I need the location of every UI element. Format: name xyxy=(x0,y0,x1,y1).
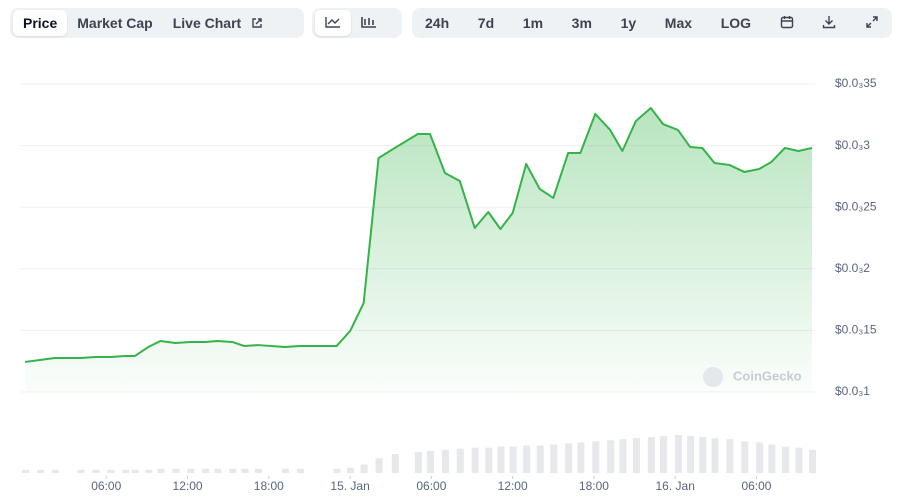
y-tick-label: $0.0₃25 xyxy=(835,199,877,213)
volume-bar xyxy=(229,468,237,473)
volume-bar xyxy=(22,469,29,473)
tab[interactable]: Market Cap xyxy=(77,15,153,31)
volume-bar xyxy=(741,441,749,473)
range-button[interactable]: Max xyxy=(664,15,693,31)
volume-bar xyxy=(157,468,165,473)
x-tick-label: 15. Jan xyxy=(330,479,369,493)
volume-bar xyxy=(497,446,505,473)
log-button[interactable]: LOG xyxy=(720,15,752,31)
volume-bar xyxy=(795,447,803,473)
tab-group: Price Market Cap Live Chart xyxy=(10,8,304,38)
volume-bar xyxy=(592,441,600,473)
y-tick-label: $0.0₃35 xyxy=(835,76,877,90)
candle-chart-button[interactable] xyxy=(351,10,387,36)
external-icon xyxy=(252,18,262,28)
volume-bar xyxy=(51,469,59,473)
download-button[interactable] xyxy=(812,10,846,37)
volume-bar xyxy=(607,440,615,473)
volume-bar xyxy=(441,449,449,473)
volume-bar xyxy=(674,435,682,473)
x-tick-label: 06:00 xyxy=(91,479,121,493)
watermark: CoinGecko xyxy=(703,367,802,387)
range-button[interactable]: 1y xyxy=(620,15,637,31)
volume-bar xyxy=(77,469,85,473)
volume-bar xyxy=(187,468,195,473)
x-tick-label: 18:00 xyxy=(579,479,609,493)
volume-bar xyxy=(756,442,764,473)
x-tick-label: 06:00 xyxy=(741,479,771,493)
line-chart-button[interactable] xyxy=(315,10,351,36)
area xyxy=(25,108,812,393)
volume-bar xyxy=(781,446,789,473)
tab[interactable]: Price xyxy=(13,10,68,36)
volume-bar xyxy=(414,451,422,473)
volume-bar xyxy=(711,438,719,473)
range-button[interactable]: 7d xyxy=(477,15,495,31)
volume-bar xyxy=(577,442,585,473)
volume-bar xyxy=(565,443,573,473)
calendar-button[interactable] xyxy=(770,10,804,37)
volume-bar xyxy=(107,469,115,473)
volume-bar xyxy=(347,467,355,473)
watermark-text: CoinGecko xyxy=(733,368,802,383)
tab[interactable]: Live Chart xyxy=(172,15,242,31)
volume-bar xyxy=(647,437,655,473)
y-tick-label: $0.0₃15 xyxy=(835,323,877,337)
range-group: 24h 7d 1m 3m 1y Max LOG xyxy=(412,8,892,38)
range-button[interactable]: 3m xyxy=(571,15,592,31)
volume-bar xyxy=(485,447,493,473)
volume-bar xyxy=(360,464,368,473)
volume-bar xyxy=(391,454,399,473)
range-button[interactable]: 1m xyxy=(522,15,544,31)
volume-bar xyxy=(202,468,210,473)
volume-bar xyxy=(726,439,734,473)
volume-bar xyxy=(375,458,383,473)
volume-bar xyxy=(768,444,776,473)
volume-bar xyxy=(687,436,695,473)
x-tick-label: 16. Jan xyxy=(656,479,695,493)
volume-bar xyxy=(296,468,304,473)
volume-bar xyxy=(509,446,517,473)
volume-bar xyxy=(427,450,435,473)
y-tick-label: $0.0₃2 xyxy=(835,261,870,275)
y-tick-label: $0.0₃3 xyxy=(835,138,870,152)
volume-bar xyxy=(619,439,627,473)
chart-type-group xyxy=(312,8,402,38)
volume-bar xyxy=(550,444,558,473)
volume-bar xyxy=(172,468,180,473)
volume-bar xyxy=(282,468,290,473)
volume-bar xyxy=(145,469,153,473)
volume-bar xyxy=(241,468,249,473)
volume-bar xyxy=(36,469,44,473)
volume-bar xyxy=(536,445,544,473)
x-tick-label: 18:00 xyxy=(254,479,284,493)
volume-bar xyxy=(92,469,100,473)
volume-bar xyxy=(131,469,139,473)
volume-bar xyxy=(333,468,341,473)
volume-bar xyxy=(471,447,479,473)
volume-bar xyxy=(632,438,640,473)
x-tick-label: 12:00 xyxy=(498,479,528,493)
volume-bar xyxy=(122,469,130,473)
volume-bar xyxy=(699,437,707,473)
x-tick-label: 06:00 xyxy=(416,479,446,493)
volume-bar xyxy=(809,449,816,473)
volume-bar xyxy=(456,448,464,473)
volume-bar xyxy=(254,468,262,473)
volume-bar xyxy=(214,468,222,473)
volume-bar xyxy=(659,436,667,473)
fullscreen-button[interactable] xyxy=(855,10,889,37)
volume-bar xyxy=(523,445,531,473)
price-line xyxy=(24,107,813,363)
y-tick-label: $0.0₃1 xyxy=(835,384,870,398)
range-button[interactable]: 24h xyxy=(425,15,450,31)
x-tick-label: 12:00 xyxy=(173,479,203,493)
